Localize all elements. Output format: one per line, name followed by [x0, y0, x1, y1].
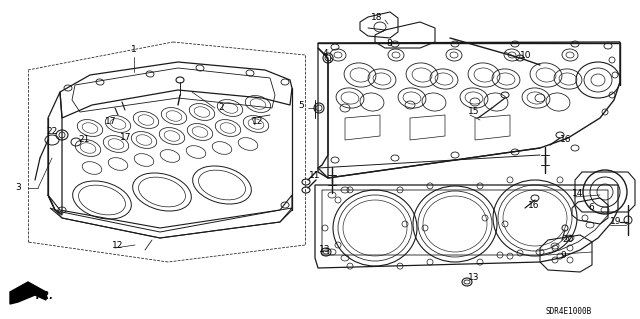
Text: 6: 6 — [588, 204, 594, 212]
Text: 12: 12 — [252, 117, 264, 127]
Text: 8: 8 — [386, 40, 392, 48]
Text: FR.: FR. — [36, 291, 54, 301]
Text: 2: 2 — [218, 102, 223, 112]
Text: 12: 12 — [112, 241, 124, 249]
Text: 17: 17 — [120, 133, 131, 143]
Text: 15: 15 — [468, 108, 479, 116]
Text: 1: 1 — [131, 46, 137, 55]
Text: 4: 4 — [323, 48, 328, 57]
Text: 13: 13 — [468, 273, 479, 283]
Text: 19: 19 — [610, 218, 621, 226]
Text: 5: 5 — [298, 100, 304, 109]
Text: 3: 3 — [15, 183, 21, 192]
Text: SDR4E1000B: SDR4E1000B — [546, 307, 592, 315]
Text: 17: 17 — [105, 117, 116, 127]
Text: 20: 20 — [562, 235, 573, 244]
Polygon shape — [10, 282, 46, 304]
Text: 16: 16 — [528, 201, 540, 210]
Text: 9: 9 — [560, 250, 566, 259]
Text: 18: 18 — [371, 12, 382, 21]
Text: 14: 14 — [572, 189, 584, 198]
Text: 16: 16 — [560, 136, 572, 145]
Text: 11: 11 — [308, 170, 320, 180]
Text: 22: 22 — [47, 128, 58, 137]
Text: 10: 10 — [520, 50, 531, 60]
Text: 13: 13 — [319, 246, 330, 255]
Text: 21: 21 — [78, 136, 90, 145]
